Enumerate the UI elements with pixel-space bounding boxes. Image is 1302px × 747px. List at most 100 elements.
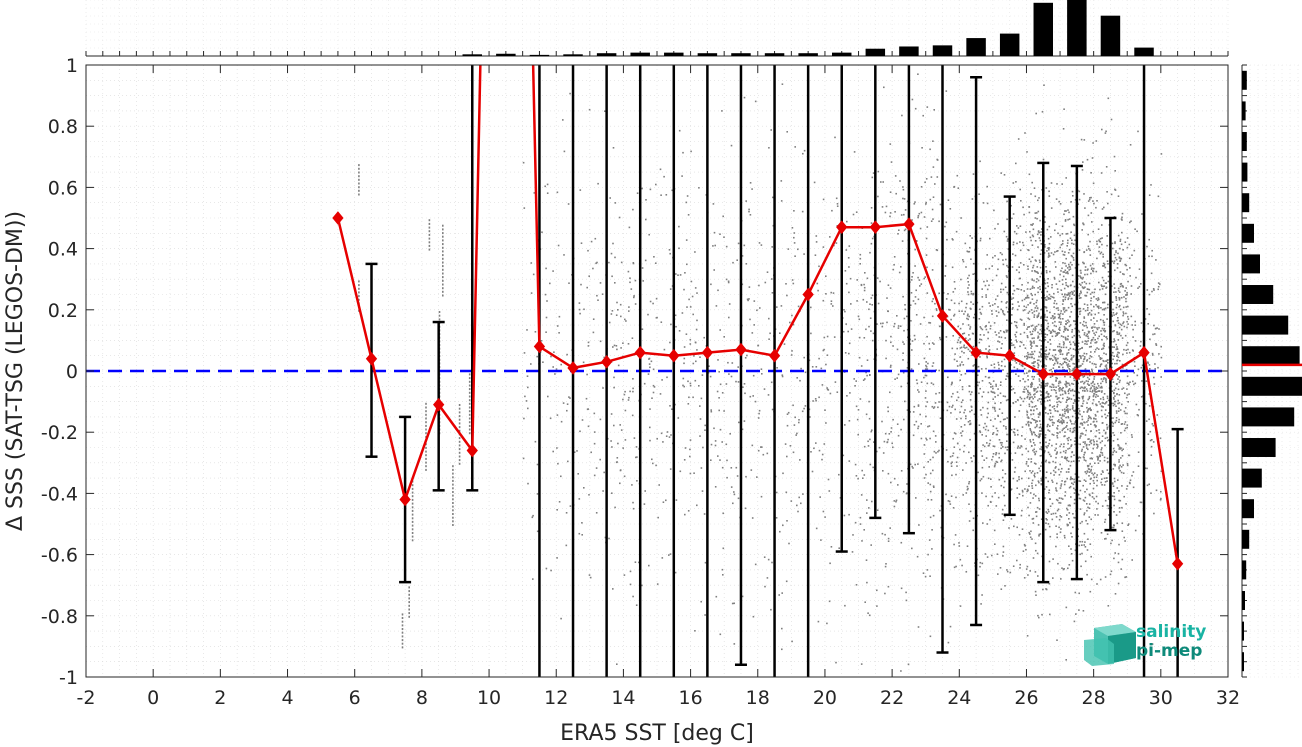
scatter-point — [587, 425, 590, 428]
scatter-point — [884, 533, 886, 536]
scatter-point — [1061, 242, 1064, 245]
scatter-point — [986, 556, 989, 558]
scatter-point — [629, 390, 631, 393]
scatter-point — [1018, 363, 1021, 365]
scatter-point — [671, 189, 673, 192]
scatter-point — [1077, 493, 1080, 496]
scatter-point — [560, 363, 562, 366]
scatter-point — [1118, 446, 1121, 449]
scatter-point — [932, 469, 934, 472]
scatter-point — [1107, 399, 1110, 402]
scatter-point — [979, 338, 981, 341]
scatter-point — [653, 386, 656, 388]
scatter-point — [979, 356, 981, 358]
scatter-point — [1033, 448, 1035, 451]
scatter-point — [1086, 304, 1089, 306]
scatter-point — [1104, 266, 1107, 269]
scatter-point — [614, 506, 616, 509]
scatter-point — [1035, 388, 1037, 390]
scatter-point — [1057, 425, 1059, 427]
scatter-point — [1079, 336, 1081, 339]
scatter-point — [794, 255, 796, 257]
scatter-point — [1085, 295, 1088, 297]
scatter-point — [562, 119, 564, 121]
scatter-point — [746, 298, 749, 301]
scatter-point — [1117, 319, 1119, 322]
scatter-point — [599, 282, 602, 284]
scatter-point — [1082, 308, 1085, 310]
scatter-point — [1116, 393, 1118, 396]
scatter-point — [1064, 536, 1066, 539]
scatter-point — [1095, 420, 1098, 423]
scatter-point — [725, 383, 728, 385]
scatter-point — [1006, 240, 1009, 242]
scatter-point — [1034, 195, 1037, 198]
scatter-point — [1156, 327, 1158, 329]
scatter-point — [602, 387, 604, 389]
scatter-point — [969, 420, 971, 422]
scatter-point — [1096, 484, 1098, 487]
scatter-point — [925, 178, 928, 180]
scatter-point — [1062, 397, 1064, 400]
scatter-point — [904, 209, 907, 211]
scatter-point — [1089, 374, 1091, 377]
scatter-point — [1071, 389, 1074, 392]
scatter-point — [669, 405, 671, 407]
scatter-point — [1086, 360, 1088, 362]
scatter-point — [947, 199, 950, 201]
scatter-point — [1134, 365, 1136, 367]
scatter-point — [996, 553, 999, 555]
scatter-point — [1032, 397, 1034, 400]
scatter-point — [1114, 464, 1116, 467]
scatter-point — [1001, 360, 1003, 363]
scatter-point — [1092, 389, 1094, 392]
scatter-point — [1069, 347, 1072, 350]
scatter-point — [583, 487, 585, 489]
scatter-point — [935, 369, 937, 371]
scatter-point — [1034, 240, 1037, 242]
scatter-point — [757, 417, 760, 419]
scatter-point — [1075, 613, 1077, 615]
scatter-point — [526, 375, 529, 377]
scatter-point — [923, 277, 925, 280]
scatter-point — [1003, 313, 1006, 316]
scatter-point — [886, 321, 888, 324]
scatter-point — [801, 210, 804, 213]
scatter-point — [1055, 545, 1057, 548]
scatter-point — [1029, 344, 1032, 346]
scatter-point — [745, 200, 747, 202]
scatter-point — [978, 424, 981, 426]
scatter-point — [950, 383, 953, 386]
scatter-point — [1040, 430, 1043, 432]
scatter-point — [1037, 199, 1039, 202]
scatter-point — [1038, 535, 1040, 537]
scatter-point — [1105, 282, 1107, 284]
scatter-point — [749, 214, 752, 216]
scatter-point — [917, 215, 920, 217]
scatter-point — [1080, 432, 1082, 435]
scatter-point — [932, 362, 935, 364]
scatter-point — [895, 192, 897, 195]
scatter-point — [1086, 291, 1089, 294]
scatter-point — [815, 241, 818, 243]
scatter-point — [1046, 399, 1049, 402]
scatter-point — [1004, 286, 1007, 288]
scatter-point — [1035, 391, 1038, 393]
scatter-point — [1098, 401, 1100, 403]
scatter-point — [1067, 460, 1070, 463]
scatter-point — [1125, 503, 1127, 505]
scatter-point — [1086, 503, 1088, 505]
scatter-point — [1001, 476, 1004, 479]
scatter-point — [1043, 279, 1046, 282]
scatter-point — [836, 203, 839, 205]
scatter-point — [1010, 204, 1012, 207]
scatter-point — [1097, 514, 1099, 516]
scatter-point — [1078, 456, 1080, 458]
scatter-point — [1150, 184, 1152, 186]
scatter-point — [358, 164, 360, 167]
scatter-point — [972, 345, 975, 348]
scatter-point — [671, 408, 673, 410]
scatter-point — [1022, 344, 1025, 346]
scatter-point — [1095, 391, 1097, 393]
scatter-point — [920, 437, 923, 440]
